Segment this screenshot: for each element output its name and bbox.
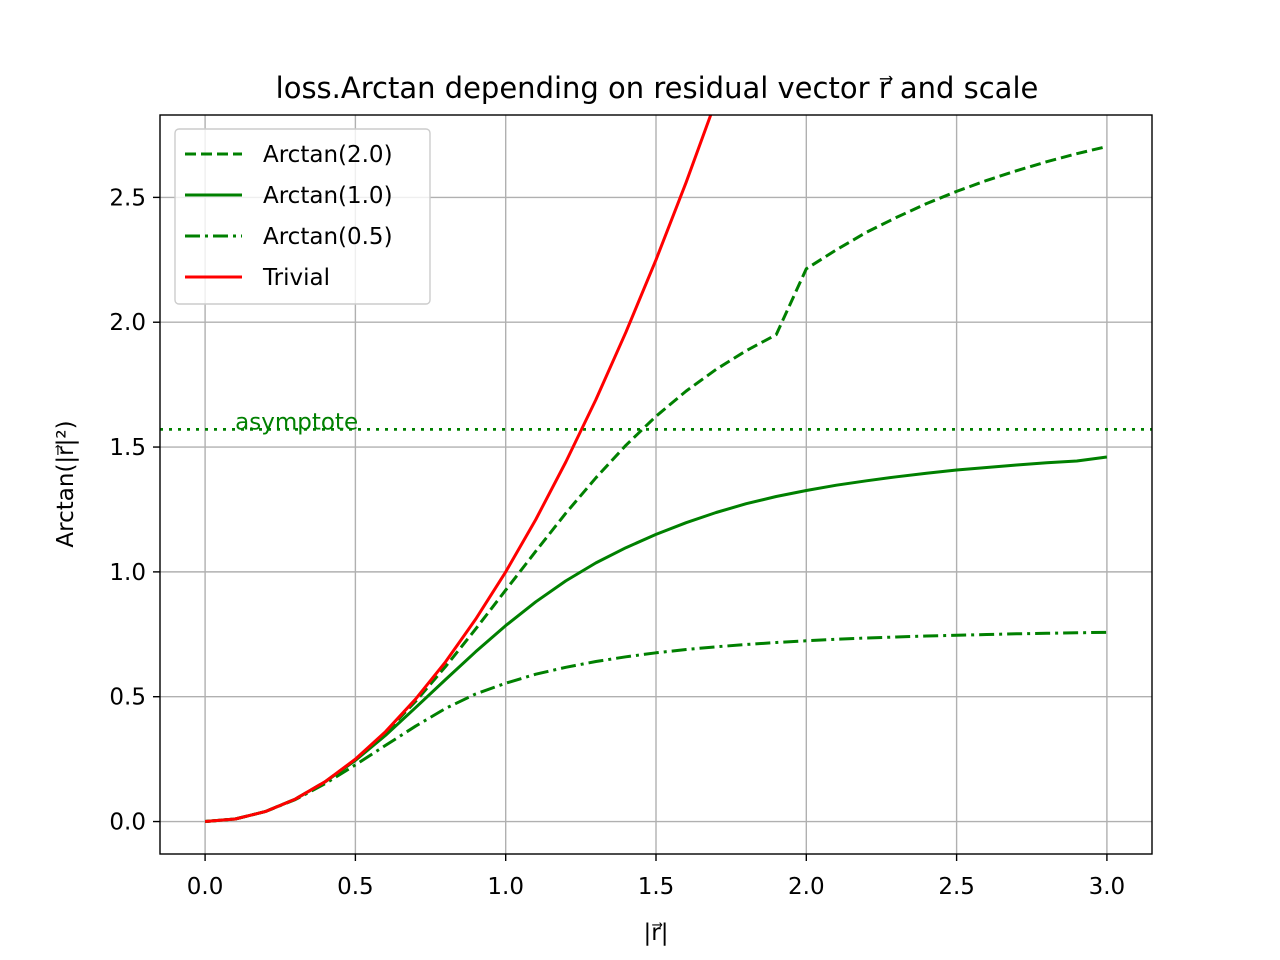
y-tick-label: 2.0	[109, 310, 146, 336]
legend-label: Arctan(1.0)	[263, 183, 393, 209]
legend-label: Arctan(0.5)	[263, 224, 393, 250]
y-tick-label: 2.5	[109, 185, 146, 211]
annotations: asymptote	[235, 410, 358, 436]
series-lines	[204, 115, 1108, 823]
series-line-trivial	[204, 115, 713, 823]
y-tick-label: 1.5	[109, 435, 146, 461]
y-tick-label: 0.5	[109, 685, 146, 711]
x-tick-label: 2.0	[788, 874, 825, 900]
x-tick-label: 0.0	[187, 874, 224, 900]
legend: Arctan(2.0) Arctan(1.0) Arctan(0.5) Trivial	[174, 128, 431, 305]
x-tick-label: 3.0	[1089, 874, 1126, 900]
x-tick-label: 1.5	[638, 874, 675, 900]
legend-label: Trivial	[262, 265, 330, 291]
x-axis-ticks: 0.0 0.5 1.0 1.5 2.0 2.5 3.0	[187, 854, 1125, 900]
y-tick-label: 1.0	[109, 560, 146, 586]
y-axis-ticks: 0.0 0.5 1.0 1.5 2.0 2.5	[109, 185, 160, 836]
x-tick-label: 2.5	[938, 874, 975, 900]
series-line-arctan-0-5	[204, 630, 1107, 823]
asymptote-label: asymptote	[235, 410, 358, 436]
x-tick-label: 0.5	[337, 874, 374, 900]
y-tick-label: 0.0	[109, 810, 146, 836]
chart-title: loss.Arctan depending on residual vector…	[276, 71, 1039, 105]
x-tick-label: 1.0	[487, 874, 524, 900]
y-axis-label: Arctan(|r⃗|²)	[53, 420, 79, 547]
legend-frame	[174, 128, 431, 305]
x-axis-label: |r⃗|	[644, 920, 669, 946]
legend-label: Arctan(2.0)	[263, 142, 393, 168]
